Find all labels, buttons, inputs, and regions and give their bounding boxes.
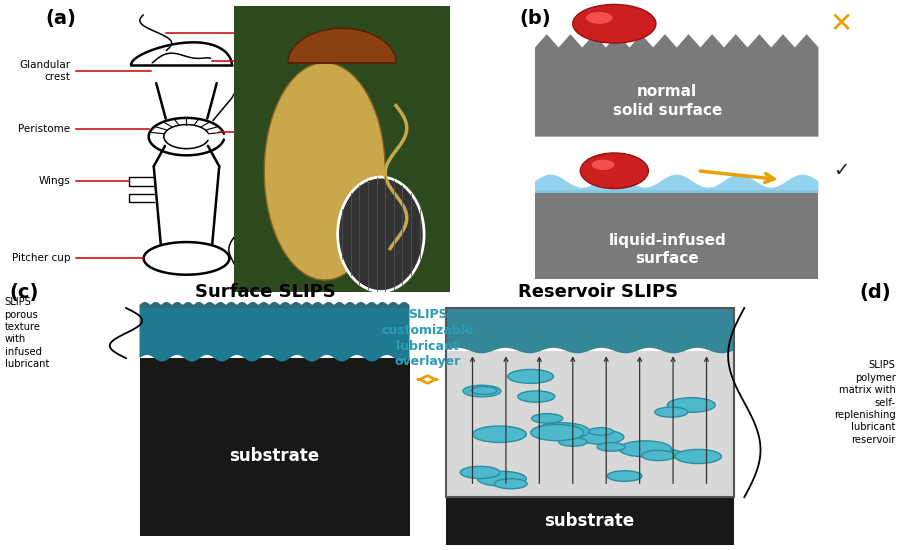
Circle shape (518, 391, 554, 402)
Circle shape (494, 478, 527, 489)
Circle shape (653, 449, 682, 458)
Text: ✕: ✕ (830, 10, 853, 38)
Text: Peristome: Peristome (18, 124, 70, 134)
Circle shape (619, 441, 671, 457)
Ellipse shape (580, 153, 648, 189)
Text: normal
solid surface: normal solid surface (613, 84, 722, 118)
Text: SLIPS
polymer
matrix with
self-
replenishing
lubricant
reservoir: SLIPS polymer matrix with self- replenis… (833, 360, 896, 445)
Circle shape (472, 426, 526, 442)
Text: (a): (a) (45, 9, 76, 28)
Bar (446, 350, 734, 497)
Polygon shape (265, 63, 385, 280)
Polygon shape (535, 34, 818, 136)
Text: Glandular
crest: Glandular crest (20, 60, 70, 82)
Circle shape (460, 466, 500, 478)
Polygon shape (288, 29, 396, 63)
Circle shape (577, 430, 624, 444)
Text: Wings: Wings (39, 176, 70, 186)
Text: Spur: Spur (267, 89, 292, 98)
Text: (c): (c) (9, 283, 39, 302)
Text: SLIPS
porous
texture
with
infused
lubricant: SLIPS porous texture with infused lubric… (4, 297, 49, 369)
Circle shape (668, 398, 716, 412)
Circle shape (472, 387, 497, 394)
Text: liquid-infused
surface: liquid-infused surface (608, 233, 726, 266)
Text: substrate: substrate (230, 447, 320, 465)
Text: Tendril: Tendril (267, 235, 302, 245)
Text: ✓: ✓ (833, 161, 850, 180)
Text: (b): (b) (520, 9, 552, 28)
Bar (446, 308, 734, 497)
Circle shape (463, 385, 501, 397)
Circle shape (589, 428, 613, 435)
Text: SLIPS
customizable
lubricant
overlayer: SLIPS customizable lubricant overlayer (382, 307, 473, 369)
Circle shape (655, 407, 688, 417)
Circle shape (477, 471, 526, 486)
Ellipse shape (591, 160, 615, 170)
Text: Surface SLIPS: Surface SLIPS (195, 283, 336, 301)
Ellipse shape (586, 12, 612, 24)
Circle shape (531, 425, 584, 441)
Circle shape (508, 370, 554, 383)
Circle shape (535, 423, 590, 439)
Text: Lid: Lid (267, 56, 283, 66)
Circle shape (559, 438, 587, 446)
Text: substrate: substrate (544, 512, 634, 530)
Text: Pitcher cup: Pitcher cup (12, 254, 70, 263)
Text: (d): (d) (860, 283, 891, 302)
Text: Ribs: Ribs (267, 127, 290, 137)
Circle shape (338, 177, 424, 292)
Bar (446, 497, 734, 544)
Circle shape (597, 443, 626, 451)
Ellipse shape (572, 4, 656, 43)
Text: Filiform
appendage: Filiform appendage (267, 22, 326, 43)
Circle shape (608, 471, 642, 481)
Circle shape (675, 449, 722, 464)
Bar (140, 358, 410, 536)
Bar (535, 190, 818, 279)
Circle shape (532, 414, 562, 423)
Circle shape (642, 450, 675, 460)
Text: Reservoir SLIPS: Reservoir SLIPS (518, 283, 679, 301)
